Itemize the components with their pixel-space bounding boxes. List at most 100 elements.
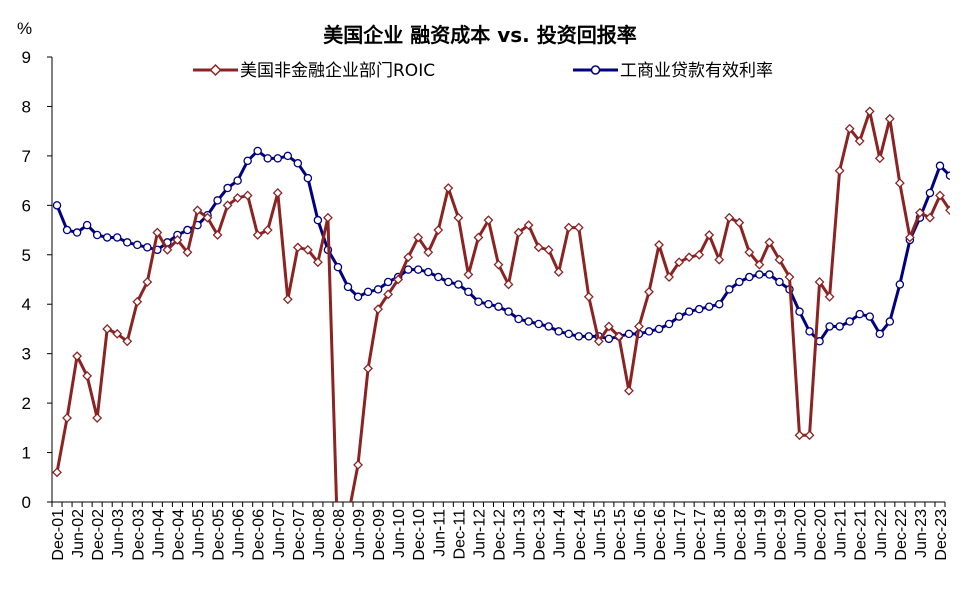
data-point-loan-rate [213, 196, 222, 205]
data-point-roic [413, 232, 424, 243]
data-point-roic [624, 385, 634, 396]
data-point-roic [242, 190, 253, 201]
data-point-loan-rate [92, 230, 102, 240]
series-layer [52, 106, 950, 502]
data-point-loan-rate [654, 324, 664, 334]
x-tick-label: Dec-13 [532, 509, 549, 561]
x-tick-label: Dec-19 [772, 509, 789, 561]
data-point-roic [864, 106, 875, 117]
x-tick-label: Jun-14 [552, 509, 569, 558]
data-point-loan-rate [725, 285, 734, 294]
data-point-roic [453, 212, 464, 223]
data-point-loan-rate [454, 280, 463, 289]
data-point-loan-rate [343, 282, 353, 292]
x-tick-label: Dec-16 [652, 509, 669, 561]
data-point-loan-rate [273, 154, 283, 163]
data-point-roic [734, 217, 745, 228]
data-point-roic [764, 237, 775, 248]
legend-marker-roic [209, 63, 222, 77]
data-point-loan-rate [403, 265, 413, 274]
data-point-roic [323, 212, 333, 223]
x-tick-label: Jun-07 [271, 509, 288, 558]
x-tick-label: Jun-06 [231, 509, 248, 558]
data-point-loan-rate [62, 225, 72, 235]
x-tick-label: Dec-08 [331, 509, 348, 561]
data-point-roic [744, 247, 755, 258]
data-point-loan-rate [333, 262, 343, 272]
data-point-roic [684, 252, 695, 263]
data-point-loan-rate [484, 299, 493, 309]
data-point-roic [192, 205, 203, 216]
data-point-roic [122, 336, 133, 347]
data-point-roic [493, 259, 504, 270]
data-point-loan-rate [133, 240, 142, 250]
data-point-roic [483, 215, 494, 226]
x-tick-label: Dec-17 [692, 509, 709, 561]
data-point-loan-rate [243, 156, 252, 166]
data-point-roic [102, 324, 113, 334]
data-point-loan-rate [303, 173, 313, 183]
data-point-roic [573, 222, 584, 233]
data-point-roic [52, 467, 62, 478]
data-point-roic [904, 232, 915, 243]
data-point-roic [202, 212, 213, 223]
data-point-roic [694, 249, 705, 260]
data-point-loan-rate [775, 277, 784, 287]
data-point-roic [794, 430, 805, 441]
x-tick-label: Dec-04 [170, 509, 187, 561]
data-point-loan-rate [514, 314, 523, 324]
legend-item-loan-rate: 工商业贷款有效利率 [573, 61, 773, 81]
data-point-loan-rate [795, 307, 804, 316]
x-tick-label: Jun-02 [70, 509, 87, 558]
data-point-loan-rate [183, 225, 192, 235]
legend-label-roic: 美国非金融企业部门ROIC [240, 61, 435, 81]
data-point-loan-rate [123, 238, 132, 247]
data-point-loan-rate [845, 317, 854, 326]
data-point-roic [62, 413, 72, 423]
data-point-loan-rate [714, 299, 724, 309]
y-tick-label: 5 [22, 246, 31, 265]
data-point-loan-rate [112, 233, 122, 242]
data-point-loan-rate [253, 146, 262, 156]
data-point-roic [754, 259, 765, 270]
data-point-loan-rate [885, 317, 895, 326]
data-point-loan-rate [82, 220, 92, 230]
data-point-loan-rate [765, 270, 774, 279]
data-point-loan-rate [755, 270, 764, 279]
data-point-roic [613, 331, 624, 342]
data-point-roic [523, 220, 534, 231]
series-line-loan-rate [55, 149, 950, 343]
data-point-roic [553, 267, 564, 278]
data-point-roic [433, 225, 444, 235]
data-point-roic [363, 363, 373, 374]
data-point-loan-rate [363, 287, 373, 297]
data-point-roic [593, 336, 604, 347]
data-point-roic [925, 212, 935, 223]
data-point-loan-rate [684, 307, 694, 316]
data-point-roic [774, 254, 785, 265]
data-point-loan-rate [444, 277, 453, 287]
data-point-loan-rate [875, 329, 885, 339]
legend-marker-loan-rate [590, 65, 601, 75]
data-point-loan-rate [554, 327, 563, 336]
data-point-loan-rate [895, 280, 905, 289]
series-line-roic [55, 109, 950, 502]
legend-label-loan-rate: 工商业贷款有效利率 [620, 61, 773, 81]
x-tick-label: Jun-17 [672, 509, 689, 558]
x-tick-label: Jun-19 [752, 509, 769, 558]
data-point-roic [914, 207, 925, 218]
data-point-roic [603, 321, 614, 332]
y-tick-label: 7 [22, 147, 31, 166]
data-point-loan-rate [413, 265, 423, 274]
data-point-loan-rate [624, 329, 634, 339]
data-point-loan-rate [504, 307, 513, 316]
data-point-loan-rate [584, 332, 594, 341]
x-tick-label: Dec-01 [50, 509, 67, 561]
x-tick-label: Jun-20 [793, 509, 810, 558]
data-point-loan-rate [283, 151, 293, 161]
data-point-loan-rate [373, 285, 383, 294]
data-point-loan-rate [835, 322, 844, 331]
x-tick-label: Dec-11 [451, 509, 468, 559]
data-point-loan-rate [52, 201, 62, 210]
